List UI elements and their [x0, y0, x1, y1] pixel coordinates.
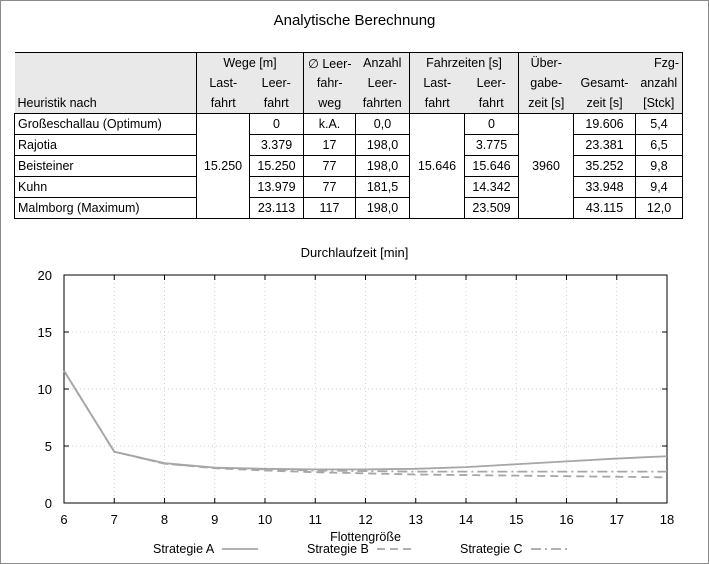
header-uebergabezeit: Über- — [518, 52, 574, 73]
header-gesamtzeit: Gesamt- — [573, 73, 636, 93]
cell-gesamtzeit: 23.381 — [573, 134, 636, 156]
row-heuristik: Malmborg (Maximum) — [14, 197, 197, 219]
cell-leerfahrt: 15.250 — [249, 155, 304, 177]
header-fz-lastfahrt: fahrt — [409, 93, 465, 114]
cell-leerfahrt: 13.979 — [249, 176, 304, 198]
cell-fzganzahl: 9,8 — [635, 155, 683, 177]
shared-uebergabezeit: 3960 — [518, 113, 574, 219]
page-title: Analytische Berechnung — [273, 12, 436, 29]
legend-swatch — [222, 548, 259, 550]
cell-fzganzahl: 6,5 — [635, 134, 683, 156]
header-anzahl: Leer- — [355, 73, 410, 93]
cell-gesamtzeit: 33.948 — [573, 176, 636, 198]
header-fzganzahl: [Stck] — [635, 93, 683, 114]
cell-anzahl: 198,0 — [355, 197, 410, 219]
cell-leerfahrweg: k.A. — [303, 113, 356, 135]
x-tick-label: 14 — [459, 512, 473, 527]
legend-swatch — [530, 548, 567, 550]
header-fzganzahl: anzahl — [635, 73, 683, 93]
x-tick-label: 17 — [610, 512, 624, 527]
y-tick-label: 0 — [45, 496, 52, 511]
table-row: Beisteiner 15.250 77 198,0 15.646 35.252… — [14, 155, 683, 177]
legend-item: Strategie C — [460, 542, 569, 556]
y-tick-label: 20 — [38, 268, 52, 283]
header-leerfahrt: Leer- — [249, 73, 304, 93]
x-tick-label: 11 — [309, 512, 323, 527]
header-fz-lastfahrt: Last- — [409, 73, 465, 93]
header-fz-leerfahrt: Leer- — [464, 73, 519, 93]
series-line-3 — [63, 370, 667, 473]
header-leerfahrweg: fahr- — [303, 73, 356, 93]
row-heuristik: Großeschallau (Optimum) — [14, 113, 197, 135]
cell-leerfahrt: 3.379 — [249, 134, 304, 156]
header-fzganzahl: Fzg- — [635, 52, 683, 73]
y-tick-label: 10 — [38, 382, 52, 397]
x-tick-label: 9 — [211, 512, 218, 527]
header-anzahl: Anzahl — [355, 52, 410, 73]
legend-swatch — [376, 548, 413, 550]
legend-label: Strategie B — [307, 542, 369, 556]
x-tick-label: 13 — [409, 512, 423, 527]
legend-label: Strategie A — [153, 542, 215, 556]
cell-leerfahrt: 23.113 — [249, 197, 304, 219]
results-table: Wege [m] ∅ Leer- Anzahl Fahrzeiten [s] Ü… — [14, 52, 683, 219]
x-tick-label: 15 — [509, 512, 523, 527]
header-gesamtzeit — [573, 52, 636, 73]
x-axis-label: Flottengröße — [330, 530, 401, 544]
header-uebergabezeit: gabe- — [518, 73, 574, 93]
table-row: Kuhn 13.979 77 181,5 14.342 33.948 9,4 — [14, 176, 683, 198]
cell-leerfahrtzeit: 23.509 — [464, 197, 519, 219]
cell-fzganzahl: 12,0 — [635, 197, 683, 219]
table-row: Malmborg (Maximum) 23.113 117 198,0 23.5… — [14, 197, 683, 219]
chart-title: Durchlaufzeit [min] — [300, 245, 409, 260]
chart-legend: Strategie A Strategie B Strategie C — [0, 542, 709, 560]
cell-leerfahrweg: 77 — [303, 176, 356, 198]
header-leerfahrweg: ∅ Leer- — [303, 52, 356, 73]
x-tick-label: 10 — [258, 512, 272, 527]
y-tick-label: 5 — [45, 439, 52, 454]
header-lastfahrt: fahrt — [196, 93, 250, 114]
x-tick-label: 6 — [60, 512, 67, 527]
cell-fzganzahl: 9,4 — [635, 176, 683, 198]
y-tick-label: 15 — [38, 325, 52, 340]
x-tick-label: 16 — [559, 512, 573, 527]
cell-leerfahrweg: 117 — [303, 197, 356, 219]
table-row: Rajotia 3.379 17 198,0 3.775 23.381 6,5 — [14, 134, 683, 156]
header-leerfahrt: fahrt — [249, 93, 304, 114]
cell-gesamtzeit: 35.252 — [573, 155, 636, 177]
group-header-fahrzeiten: Fahrzeiten [s] — [409, 52, 519, 73]
header-fz-leerfahrt: fahrt — [464, 93, 519, 114]
header-leerfahrweg: weg — [303, 93, 356, 114]
cell-anzahl: 198,0 — [355, 155, 410, 177]
legend-item: Strategie A — [153, 542, 260, 556]
cell-fzganzahl: 5,4 — [635, 113, 683, 135]
header-uebergabezeit: zeit [s] — [518, 93, 574, 114]
x-tick-label: 7 — [111, 512, 118, 527]
cell-anzahl: 198,0 — [355, 134, 410, 156]
x-tick-label: 12 — [358, 512, 372, 527]
table-row: Großeschallau (Optimum) 15.250 0 k.A. 0,… — [14, 113, 683, 219]
legend-item: Strategie B — [307, 542, 415, 556]
cell-anzahl: 181,5 — [355, 176, 410, 198]
legend-label: Strategie C — [460, 542, 523, 556]
x-tick-label: 18 — [660, 512, 674, 527]
header-lastfahrt: Last- — [196, 73, 250, 93]
series-line-1 — [63, 370, 668, 471]
x-tick-label: 8 — [161, 512, 168, 527]
group-header-wege: Wege [m] — [196, 52, 304, 73]
